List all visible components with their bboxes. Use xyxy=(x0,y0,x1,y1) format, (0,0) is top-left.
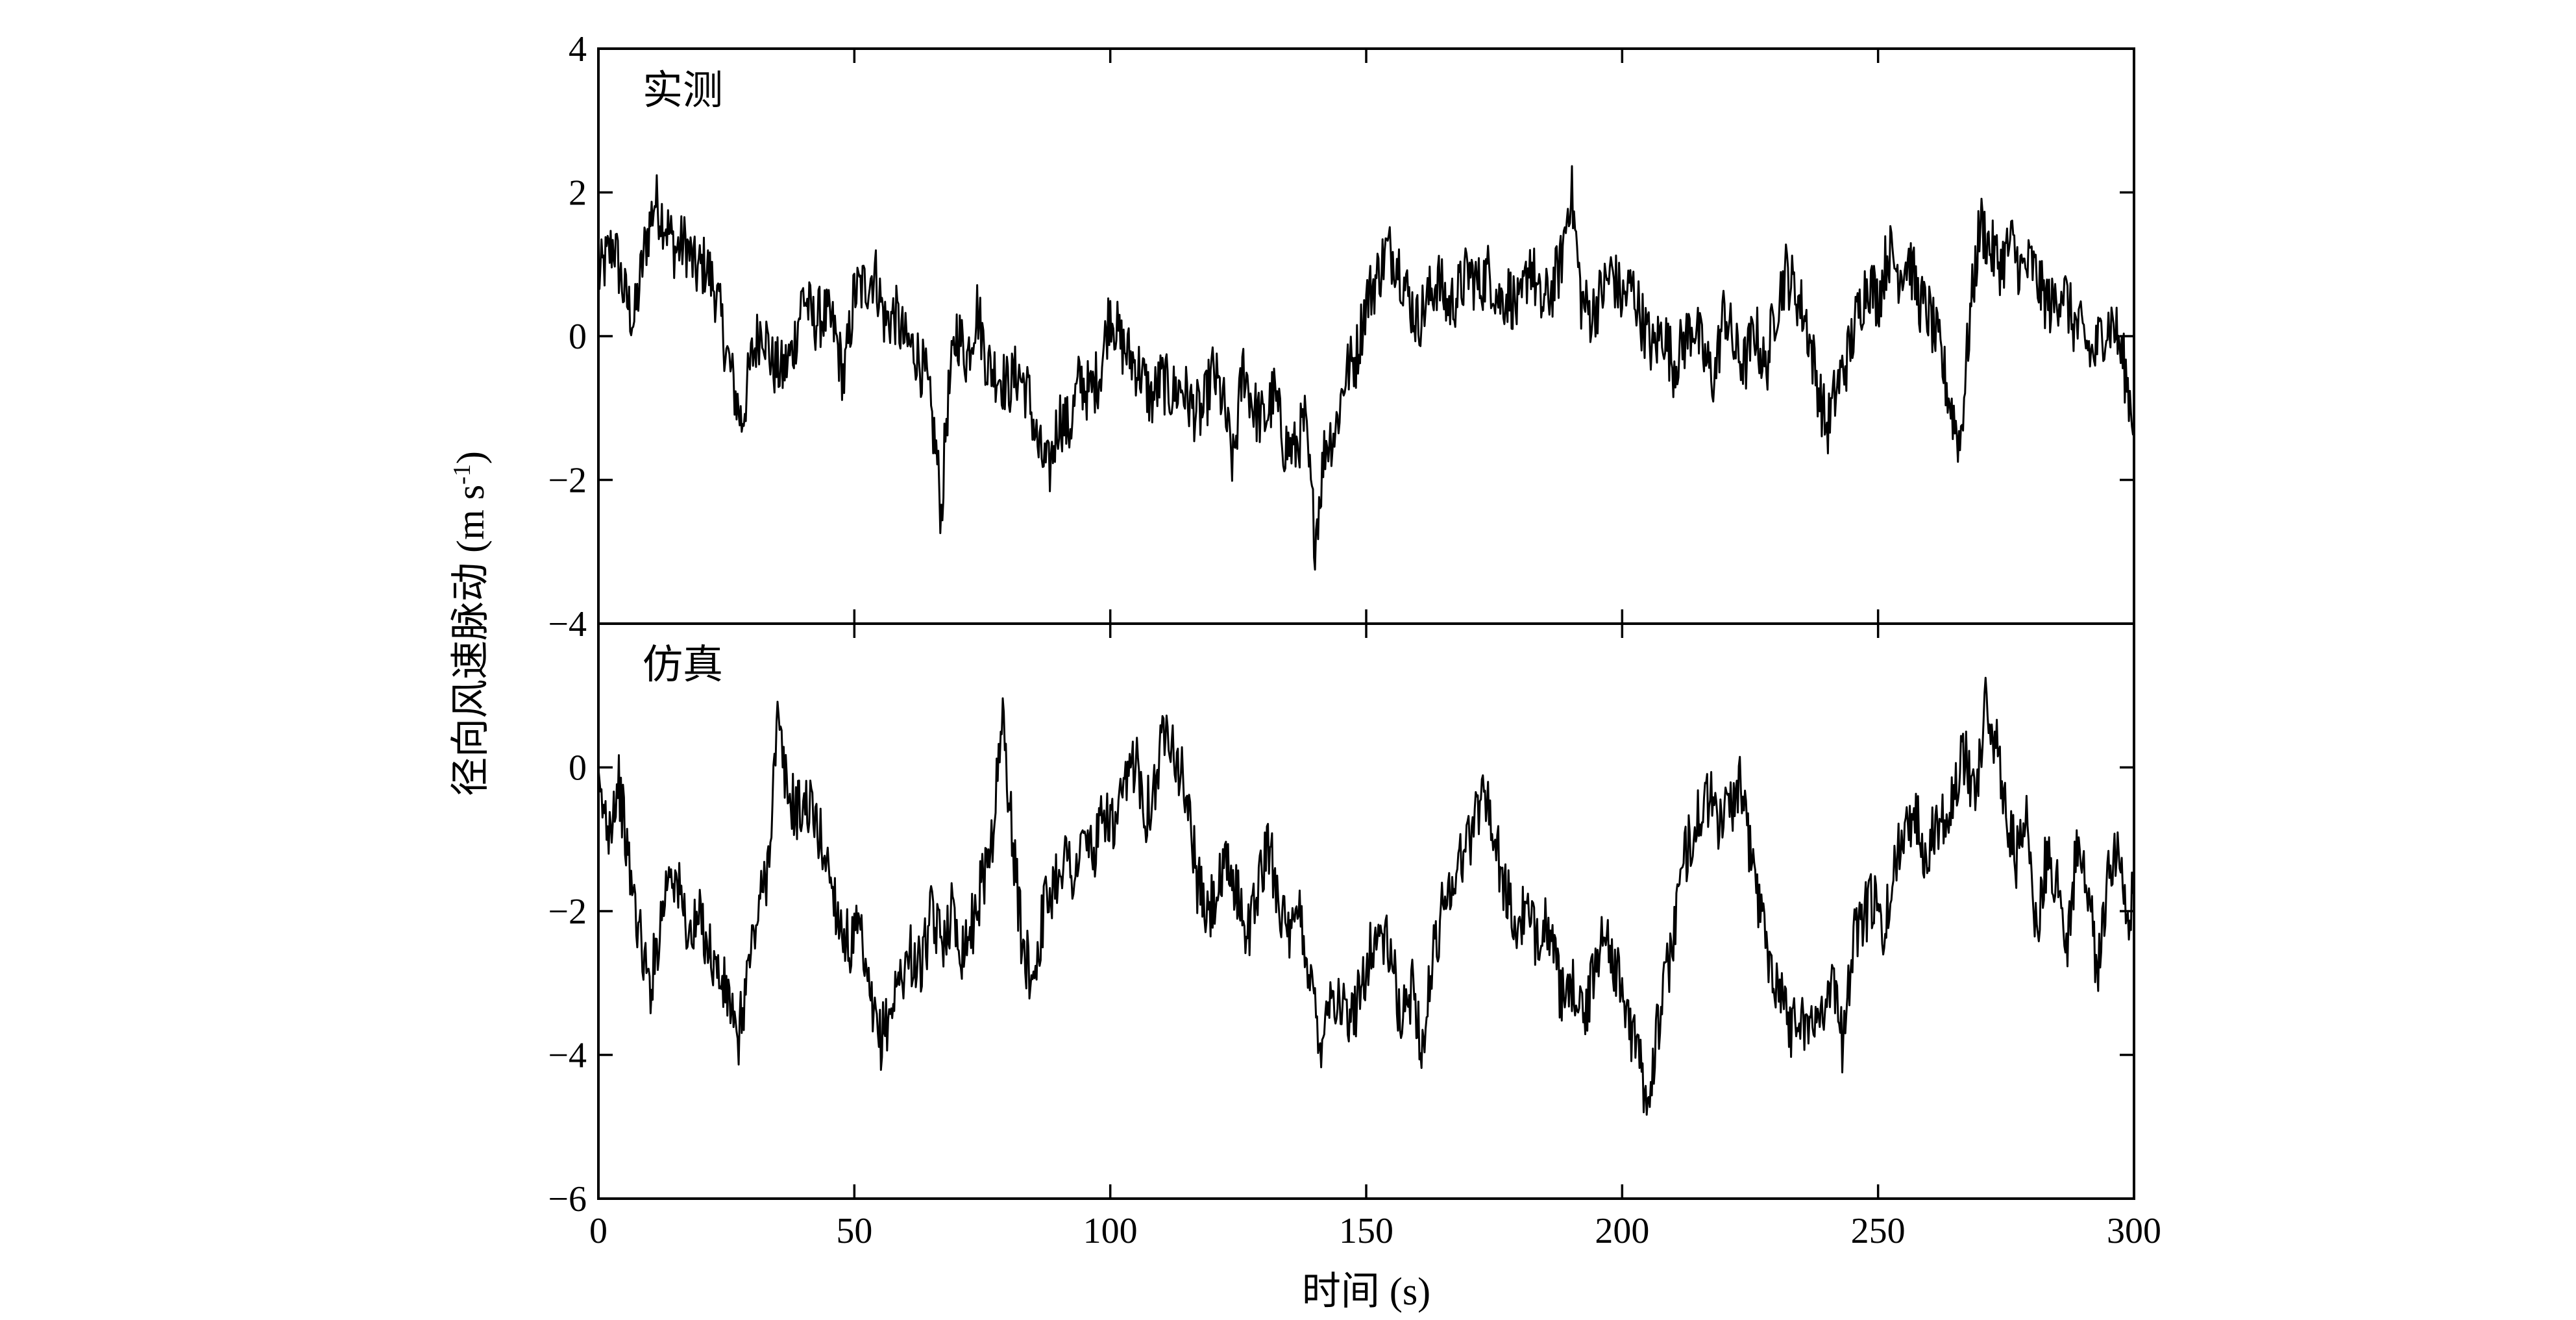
top-ytick-label: −2 xyxy=(548,461,587,501)
bottom-panel: 0 −2 −4 −6 仿真 xyxy=(548,622,2135,1219)
top-ytick-label: −4 xyxy=(548,604,587,644)
x-tick-label: 100 xyxy=(1083,1211,1138,1251)
bottom-panel-label: 仿真 xyxy=(643,643,723,687)
top-series xyxy=(597,165,2135,571)
x-axis-label: 时间 (s) xyxy=(1302,1270,1430,1313)
x-tick-label: 0 xyxy=(589,1211,607,1251)
bottom-ytick-label: 0 xyxy=(569,748,587,788)
bottom-x-ticks xyxy=(597,624,2135,1199)
y-axis-label: 径向风速脉动 (m s-1) xyxy=(448,451,492,796)
y-axis-label-superscript: -1 xyxy=(448,464,476,485)
bottom-series-line xyxy=(597,676,2135,1116)
bottom-y-ticks: 0 −2 −4 −6 xyxy=(548,748,2134,1219)
top-ytick-label: 0 xyxy=(569,317,587,357)
x-tick-label: 300 xyxy=(2107,1211,2161,1251)
top-series-line xyxy=(597,165,2135,571)
bottom-panel-frame xyxy=(597,622,2135,1200)
top-panel: 4 2 0 −2 −4 实测 xyxy=(548,29,2135,644)
y-axis-label-close: ) xyxy=(449,451,492,464)
top-x-ticks xyxy=(597,49,2135,624)
x-tick-label: 200 xyxy=(1595,1211,1649,1251)
x-tick-label: 50 xyxy=(836,1211,872,1251)
x-tick-label: 250 xyxy=(1851,1211,1906,1251)
bottom-ytick-label: −2 xyxy=(548,892,587,932)
top-panel-label: 实测 xyxy=(643,69,723,113)
x-tick-labels: 0 50 100 150 200 250 300 xyxy=(589,1211,2161,1251)
top-ytick-label: 4 xyxy=(569,29,587,69)
top-ytick-label: 2 xyxy=(569,173,587,214)
y-axis-label-base: 径向风速脉动 (m s xyxy=(449,485,492,796)
top-panel-frame xyxy=(597,47,2135,625)
top-y-ticks: 4 2 0 −2 −4 xyxy=(548,29,2134,644)
bottom-ytick-label: −6 xyxy=(548,1179,587,1219)
bottom-series xyxy=(597,676,2135,1116)
bottom-ytick-label: −4 xyxy=(548,1036,587,1076)
x-tick-label: 150 xyxy=(1339,1211,1393,1251)
